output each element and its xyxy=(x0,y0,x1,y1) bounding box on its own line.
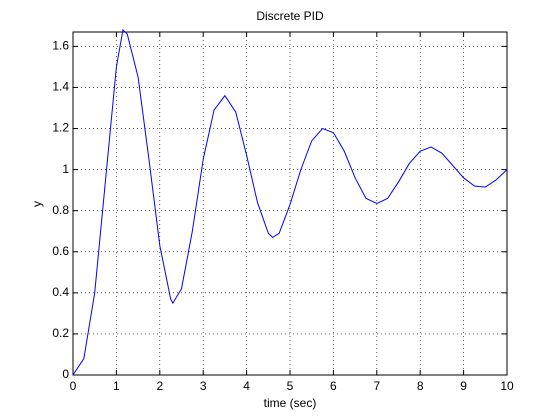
data-line xyxy=(72,28,508,376)
x-tick-label: 4 xyxy=(243,379,250,393)
y-tick-label: 0 xyxy=(62,367,69,381)
x-tick-label: 2 xyxy=(156,379,163,393)
chart-title: Discrete PID xyxy=(256,9,324,23)
x-tick-label: 9 xyxy=(460,379,467,393)
x-tick-label: 3 xyxy=(200,379,207,393)
x-tick-label: 5 xyxy=(287,379,294,393)
y-tick-label: 1.6 xyxy=(52,39,69,53)
y-axis-label: y xyxy=(30,201,44,207)
x-tick-label: 6 xyxy=(330,379,337,393)
y-tick-label: 0.4 xyxy=(52,285,69,299)
y-tick-label: 1.4 xyxy=(52,80,69,94)
y-tick-label: 0.2 xyxy=(52,326,69,340)
x-tick-label: 8 xyxy=(417,379,424,393)
x-tick-label: 0 xyxy=(70,379,77,393)
y-tick-label: 0.6 xyxy=(52,244,69,258)
y-tick-label: 1 xyxy=(62,162,69,176)
x-axis-label: time (sec) xyxy=(264,396,317,410)
y-tick-label: 0.8 xyxy=(52,203,69,217)
x-tick-label: 7 xyxy=(373,379,380,393)
x-tick-label: 1 xyxy=(113,379,120,393)
x-tick-label: 10 xyxy=(500,379,514,393)
y-tick-label: 1.2 xyxy=(52,121,69,135)
